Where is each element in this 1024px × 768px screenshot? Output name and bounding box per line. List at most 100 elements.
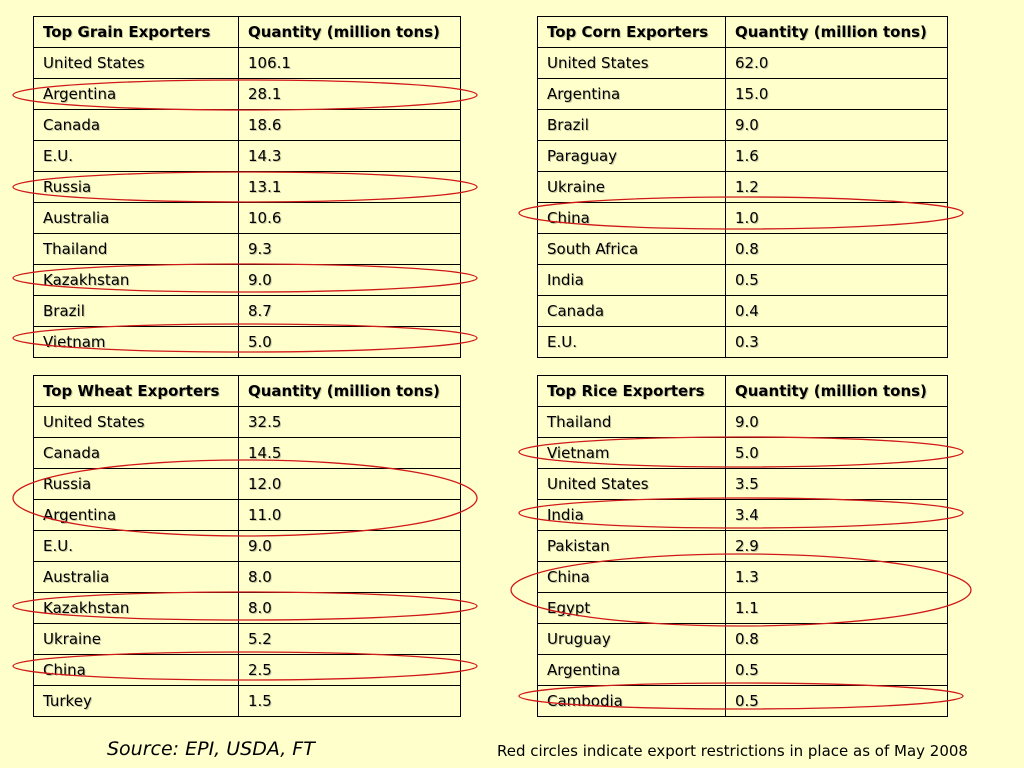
table-row: Brazil 8.7: [33, 295, 461, 327]
country-cell: United States: [33, 47, 239, 79]
country-cell: China: [537, 561, 726, 593]
table-row: Canada 14.5: [33, 437, 461, 469]
table-row: India 3.4: [537, 499, 948, 531]
quantity-cell: 1.5: [238, 685, 461, 717]
table-row: Argentina 11.0: [33, 499, 461, 531]
quantity-cell: 62.0: [725, 47, 948, 79]
table-row: China 2.5: [33, 654, 461, 686]
table-row: South Africa 0.8: [537, 233, 948, 265]
table-row: Egypt 1.1: [537, 592, 948, 624]
quantity-cell: 3.5: [725, 468, 948, 500]
country-cell: China: [33, 654, 239, 686]
table-row: Brazil 9.0: [537, 109, 948, 141]
quantity-cell: 1.1: [725, 592, 948, 624]
table-row: Kazakhstan 9.0: [33, 264, 461, 296]
table-row: Australia 10.6: [33, 202, 461, 234]
table-header-row: Top Corn Exporters Quantity (million tons…: [537, 16, 948, 48]
quantity-cell: 0.5: [725, 685, 948, 717]
quantity-cell: 2.5: [238, 654, 461, 686]
table-row: United States 3.5: [537, 468, 948, 500]
table-row: Vietnam 5.0: [537, 437, 948, 469]
table-row: E.U. 14.3: [33, 140, 461, 172]
table-row: Vietnam 5.0: [33, 326, 461, 358]
country-cell: Australia: [33, 202, 239, 234]
quantity-cell: 8.0: [238, 592, 461, 624]
column-header-country: Top Corn Exporters: [537, 16, 726, 48]
country-cell: Turkey: [33, 685, 239, 717]
country-cell: United States: [537, 47, 726, 79]
column-header-quantity: Quantity (million tons): [238, 16, 461, 48]
table-row: Uruguay 0.8: [537, 623, 948, 655]
quantity-cell: 0.8: [725, 233, 948, 265]
table-row: India 0.5: [537, 264, 948, 296]
country-cell: United States: [33, 406, 239, 438]
country-cell: Canada: [33, 437, 239, 469]
country-cell: Egypt: [537, 592, 726, 624]
quantity-cell: 9.0: [238, 530, 461, 562]
column-header-quantity: Quantity (million tons): [725, 375, 948, 407]
table-row: Ukraine 1.2: [537, 171, 948, 203]
quantity-cell: 12.0: [238, 468, 461, 500]
country-cell: Russia: [33, 171, 239, 203]
quantity-cell: 10.6: [238, 202, 461, 234]
table-row: Kazakhstan 8.0: [33, 592, 461, 624]
table-row: Ukraine 5.2: [33, 623, 461, 655]
country-cell: Kazakhstan: [33, 592, 239, 624]
country-cell: Ukraine: [537, 171, 726, 203]
table-row: United States 106.1: [33, 47, 461, 79]
quantity-cell: 14.5: [238, 437, 461, 469]
quantity-cell: 28.1: [238, 78, 461, 110]
quantity-cell: 11.0: [238, 499, 461, 531]
column-header-country: Top Rice Exporters: [537, 375, 726, 407]
table-row: Canada 18.6: [33, 109, 461, 141]
country-cell: Brazil: [33, 295, 239, 327]
corn-exporters-table: Top Corn Exporters Quantity (million tons…: [537, 16, 948, 358]
country-cell: Argentina: [537, 78, 726, 110]
country-cell: E.U.: [537, 326, 726, 358]
quantity-cell: 0.3: [725, 326, 948, 358]
country-cell: Thailand: [537, 406, 726, 438]
table-header-row: Top Rice Exporters Quantity (million tons…: [537, 375, 948, 407]
table-row: Russia 12.0: [33, 468, 461, 500]
quantity-cell: 106.1: [238, 47, 461, 79]
country-cell: Pakistan: [537, 530, 726, 562]
quantity-cell: 1.0: [725, 202, 948, 234]
quantity-cell: 9.0: [725, 109, 948, 141]
table-row: E.U. 0.3: [537, 326, 948, 358]
quantity-cell: 5.2: [238, 623, 461, 655]
quantity-cell: 1.3: [725, 561, 948, 593]
table-row: United States 62.0: [537, 47, 948, 79]
country-cell: South Africa: [537, 233, 726, 265]
quantity-cell: 8.7: [238, 295, 461, 327]
table-row: Russia 13.1: [33, 171, 461, 203]
table-row: Cambodia 0.5: [537, 685, 948, 717]
quantity-cell: 0.4: [725, 295, 948, 327]
table-row: China 1.3: [537, 561, 948, 593]
quantity-cell: 8.0: [238, 561, 461, 593]
quantity-cell: 0.5: [725, 654, 948, 686]
country-cell: Vietnam: [33, 326, 239, 358]
table-row: E.U. 9.0: [33, 530, 461, 562]
quantity-cell: 5.0: [725, 437, 948, 469]
column-header-quantity: Quantity (million tons): [725, 16, 948, 48]
quantity-cell: 3.4: [725, 499, 948, 531]
wheat-exporters-table: Top Wheat Exporters Quantity (million ton…: [33, 375, 461, 717]
quantity-cell: 13.1: [238, 171, 461, 203]
country-cell: Brazil: [537, 109, 726, 141]
country-cell: Vietnam: [537, 437, 726, 469]
country-cell: Canada: [33, 109, 239, 141]
quantity-cell: 0.5: [725, 264, 948, 296]
quantity-cell: 0.8: [725, 623, 948, 655]
quantity-cell: 2.9: [725, 530, 948, 562]
country-cell: India: [537, 499, 726, 531]
column-header-country: Top Wheat Exporters: [33, 375, 239, 407]
quantity-cell: 5.0: [238, 326, 461, 358]
country-cell: Argentina: [33, 78, 239, 110]
country-cell: Ukraine: [33, 623, 239, 655]
table-row: Argentina 0.5: [537, 654, 948, 686]
country-cell: Canada: [537, 295, 726, 327]
country-cell: Kazakhstan: [33, 264, 239, 296]
quantity-cell: 9.0: [238, 264, 461, 296]
table-row: United States 32.5: [33, 406, 461, 438]
country-cell: China: [537, 202, 726, 234]
